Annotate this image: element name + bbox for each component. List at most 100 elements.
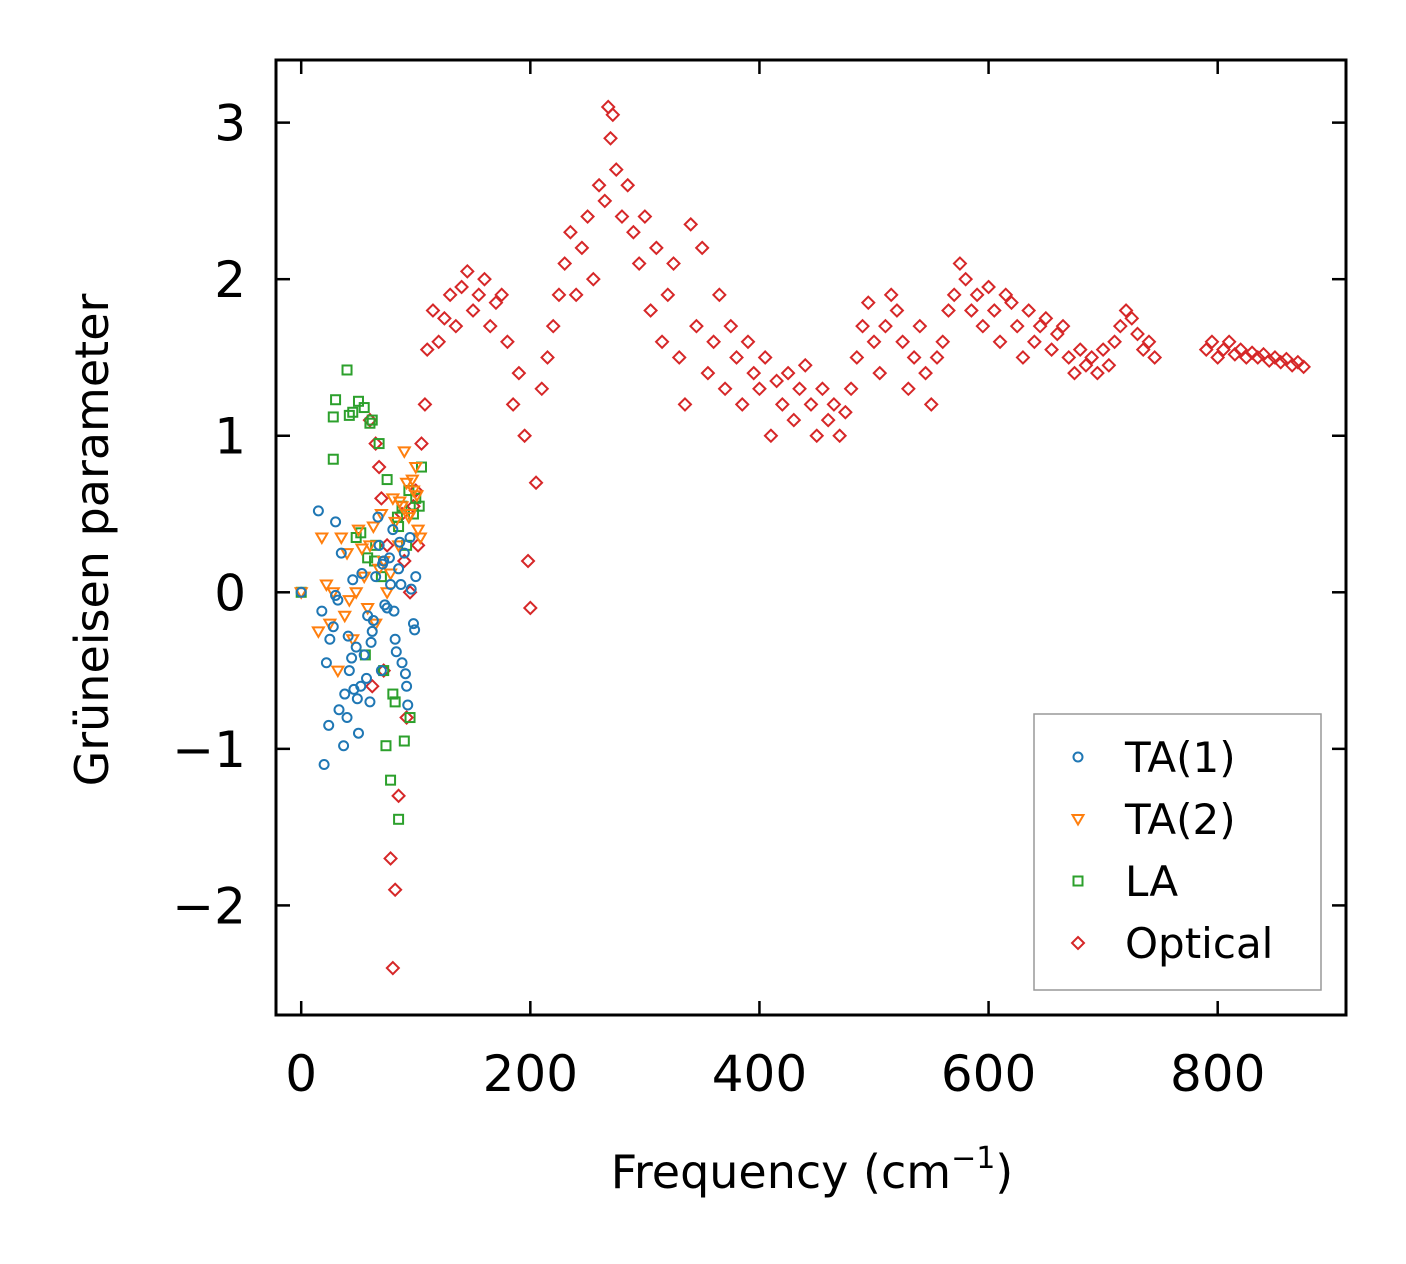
data-point	[941, 303, 956, 318]
data-point	[780, 365, 796, 381]
data-point	[1032, 318, 1048, 334]
data-point	[295, 586, 307, 598]
data-point	[826, 397, 842, 412]
data-point	[330, 665, 346, 679]
data-point	[379, 599, 391, 611]
data-point	[393, 563, 405, 575]
data-point	[1130, 326, 1145, 342]
data-point	[387, 688, 399, 700]
data-point	[849, 350, 865, 365]
data-point	[975, 318, 991, 334]
data-point	[348, 683, 360, 695]
data-point	[381, 474, 393, 486]
data-point	[711, 287, 727, 303]
data-point	[580, 209, 596, 224]
y-axis-label: Grüneisen parameter	[65, 293, 119, 786]
data-point	[935, 334, 951, 350]
data-point	[520, 553, 536, 569]
legend-label: TA(2)	[1124, 795, 1236, 844]
data-point	[330, 516, 342, 528]
data-point	[1112, 318, 1128, 334]
data-point	[419, 342, 435, 358]
data-point	[1004, 295, 1019, 311]
data-point	[563, 224, 578, 240]
data-point	[385, 578, 397, 590]
data-point	[923, 397, 939, 412]
data-point	[356, 568, 368, 580]
data-point	[1147, 350, 1163, 365]
legend: TA(1) TA(2) LA Optical	[1033, 713, 1322, 991]
data-point	[342, 595, 357, 608]
data-point	[388, 605, 400, 617]
x-tick-label: 800	[1170, 1045, 1265, 1103]
data-point	[414, 436, 429, 451]
y-tick-label: 2	[214, 251, 246, 309]
data-point	[482, 318, 498, 334]
data-point	[1107, 334, 1123, 350]
x-axis-label-superscript: −1	[951, 1141, 995, 1176]
data-point	[442, 287, 458, 303]
data-point	[1067, 365, 1082, 381]
x-axis-label-suffix: )	[995, 1145, 1013, 1199]
data-point	[746, 365, 762, 381]
data-point	[591, 177, 607, 193]
data-point	[477, 271, 492, 287]
data-point	[399, 477, 414, 491]
data-point	[545, 318, 561, 334]
data-point	[757, 350, 773, 365]
legend-marker	[1070, 935, 1086, 951]
data-point	[327, 453, 339, 465]
data-point	[1026, 334, 1042, 350]
data-point	[398, 547, 410, 559]
data-point	[392, 496, 407, 509]
data-point	[454, 279, 470, 295]
legend-entry-ta-1-: TA(1)	[1072, 733, 1236, 782]
data-point	[1284, 357, 1300, 373]
data-point	[677, 397, 693, 412]
data-point	[410, 571, 422, 583]
data-point	[992, 334, 1008, 350]
data-point	[390, 646, 402, 658]
data-point	[318, 759, 330, 771]
data-point	[1038, 310, 1054, 326]
data-point	[351, 693, 363, 705]
data-point	[1089, 365, 1105, 381]
data-point	[352, 395, 364, 407]
data-point	[370, 571, 382, 583]
data-point	[1216, 342, 1231, 358]
data-point	[425, 303, 441, 318]
data-point	[399, 710, 415, 725]
data-point	[1015, 350, 1031, 365]
data-point	[366, 625, 378, 637]
data-point	[347, 406, 359, 418]
data-point	[348, 587, 364, 600]
data-point	[368, 436, 384, 451]
x-axis-label-main: Frequency (cm	[611, 1145, 951, 1199]
data-layer	[293, 99, 1312, 976]
data-point	[1135, 342, 1151, 358]
data-point	[929, 350, 945, 365]
axis-ticks: 0 200 400 600 800 −2 −1 0 1 2 3	[172, 60, 1346, 1103]
data-point	[387, 524, 399, 536]
data-point	[347, 574, 359, 586]
data-point	[417, 397, 433, 412]
data-point	[1021, 303, 1037, 318]
data-point	[312, 505, 324, 517]
data-point	[1118, 303, 1134, 318]
data-point	[436, 310, 452, 326]
data-point	[522, 600, 538, 616]
data-point	[338, 740, 350, 752]
data-point	[654, 334, 670, 350]
data-point	[605, 107, 621, 123]
data-point	[431, 334, 447, 350]
data-point	[946, 287, 962, 303]
data-point	[405, 583, 417, 595]
data-point	[505, 397, 521, 412]
data-point	[889, 303, 905, 318]
data-point	[380, 740, 392, 752]
data-point	[374, 509, 389, 522]
data-point	[410, 537, 426, 553]
data-point	[389, 633, 401, 645]
data-point	[540, 350, 555, 365]
data-point	[740, 334, 756, 350]
